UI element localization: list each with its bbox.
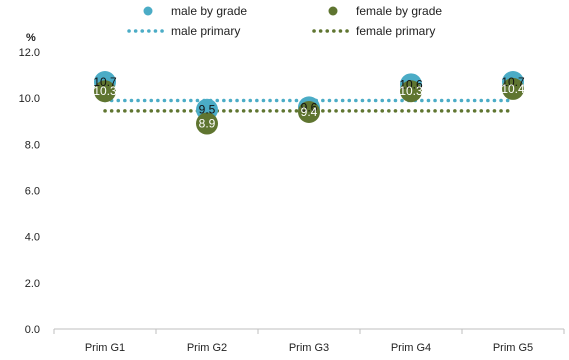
data-label-male-by-grade: 10.7 [501,75,525,89]
legend-label-male-primary: male primary [171,24,240,38]
data-point-female-by-grade [502,77,524,100]
x-tick-label: Prim G2 [187,342,227,354]
y-unit-label: % [26,32,36,44]
x-tick-label: Prim G3 [289,342,329,354]
data-label-female-by-grade: 9.4 [301,105,318,119]
data-label-female-by-grade: 10.4 [501,82,525,96]
legend-label-male-by-grade: male by grade [171,4,247,18]
x-tick-label: Prim G1 [85,342,125,354]
data-point-female-by-grade [298,101,320,124]
data-point-female-by-grade [196,112,218,135]
legend-label-female-by-grade: female by grade [356,4,442,18]
x-tick-label: Prim G5 [493,342,533,354]
y-tick-label: 10.0 [19,93,40,105]
data-label-male-by-grade: 9.6 [301,100,318,114]
data-labels: 10.79.5 9.610.6 10.710.38.99.410.3 10.4 [93,75,525,131]
data-point-female-by-grade [94,80,116,103]
y-axis: 0.0 2.0 4.0 6.0 8.0 10.0 12.0 [19,47,40,336]
y-tick-label: 6.0 [25,186,40,198]
data-label-female-by-grade: 10.3 [399,84,423,98]
y-tick-label: 0.0 [25,324,40,336]
data-point-female-by-grade [400,80,422,103]
legend-label-female-primary: female primary [356,24,435,38]
legend: male by grade female by grade male primary… [127,4,442,38]
data-label-male-by-grade: 9.5 [199,103,216,117]
data-label-male-by-grade: 10.7 [93,75,117,89]
data-label-female-by-grade: 10.3 [93,84,117,98]
legend-marker-male-by-grade [143,6,153,16]
legend-marker-female-by-grade [328,6,338,16]
data-label-female-by-grade: 8.9 [199,117,216,131]
y-tick-label: 12.0 [19,47,40,59]
x-axis: Prim G1 Prim G2 Prim G3 Prim G4 Prim G5 [53,328,565,354]
data-label-male-by-grade: 10.6 [399,77,423,91]
y-tick-label: 4.0 [25,232,40,244]
y-tick-label: 2.0 [25,278,40,290]
x-tick-label: Prim G4 [391,342,431,354]
y-tick-label: 8.0 [25,139,40,151]
data-markers [94,71,524,135]
